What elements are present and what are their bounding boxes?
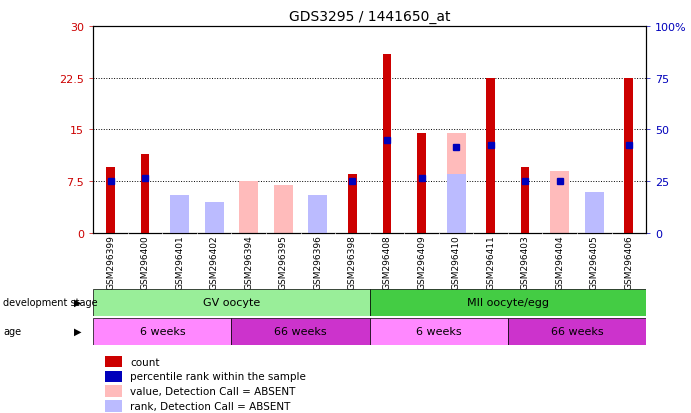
Bar	[105, 371, 122, 382]
Bar	[417, 133, 426, 233]
Bar	[93, 289, 370, 316]
Text: GV oocyte: GV oocyte	[203, 297, 260, 308]
Bar	[105, 356, 122, 368]
Bar	[205, 216, 224, 233]
Bar	[370, 318, 508, 345]
Title: GDS3295 / 1441650_at: GDS3295 / 1441650_at	[289, 10, 451, 24]
Bar	[446, 133, 466, 233]
Text: 6 weeks: 6 weeks	[416, 326, 462, 337]
Bar	[106, 168, 115, 233]
Bar	[205, 202, 224, 233]
Bar	[383, 55, 391, 233]
Bar	[625, 78, 633, 233]
Bar	[93, 318, 231, 345]
Text: development stage: development stage	[3, 297, 98, 307]
Text: 66 weeks: 66 weeks	[551, 326, 603, 337]
Bar	[308, 209, 328, 233]
Bar	[239, 182, 258, 233]
Bar	[105, 385, 122, 397]
Bar	[274, 185, 293, 233]
Bar	[521, 168, 529, 233]
Text: count: count	[130, 357, 160, 367]
Bar	[486, 78, 495, 233]
Bar	[508, 318, 646, 345]
Bar	[550, 171, 569, 233]
Bar	[370, 289, 646, 316]
Text: age: age	[3, 326, 21, 336]
Text: value, Detection Call = ABSENT: value, Detection Call = ABSENT	[130, 386, 295, 396]
Bar	[105, 400, 122, 412]
Bar	[585, 192, 604, 233]
Text: rank, Detection Call = ABSENT: rank, Detection Call = ABSENT	[130, 401, 290, 411]
Bar	[348, 175, 357, 233]
Bar	[446, 175, 466, 233]
Bar	[231, 318, 370, 345]
Text: ▶: ▶	[74, 326, 82, 336]
Bar	[308, 195, 328, 233]
Bar	[170, 195, 189, 233]
Text: 6 weeks: 6 weeks	[140, 326, 185, 337]
Text: 66 weeks: 66 weeks	[274, 326, 327, 337]
Text: ▶: ▶	[74, 297, 82, 307]
Text: percentile rank within the sample: percentile rank within the sample	[130, 372, 306, 382]
Bar	[585, 195, 604, 233]
Bar	[170, 209, 189, 233]
Text: MII oocyte/egg: MII oocyte/egg	[467, 297, 549, 308]
Bar	[141, 154, 149, 233]
